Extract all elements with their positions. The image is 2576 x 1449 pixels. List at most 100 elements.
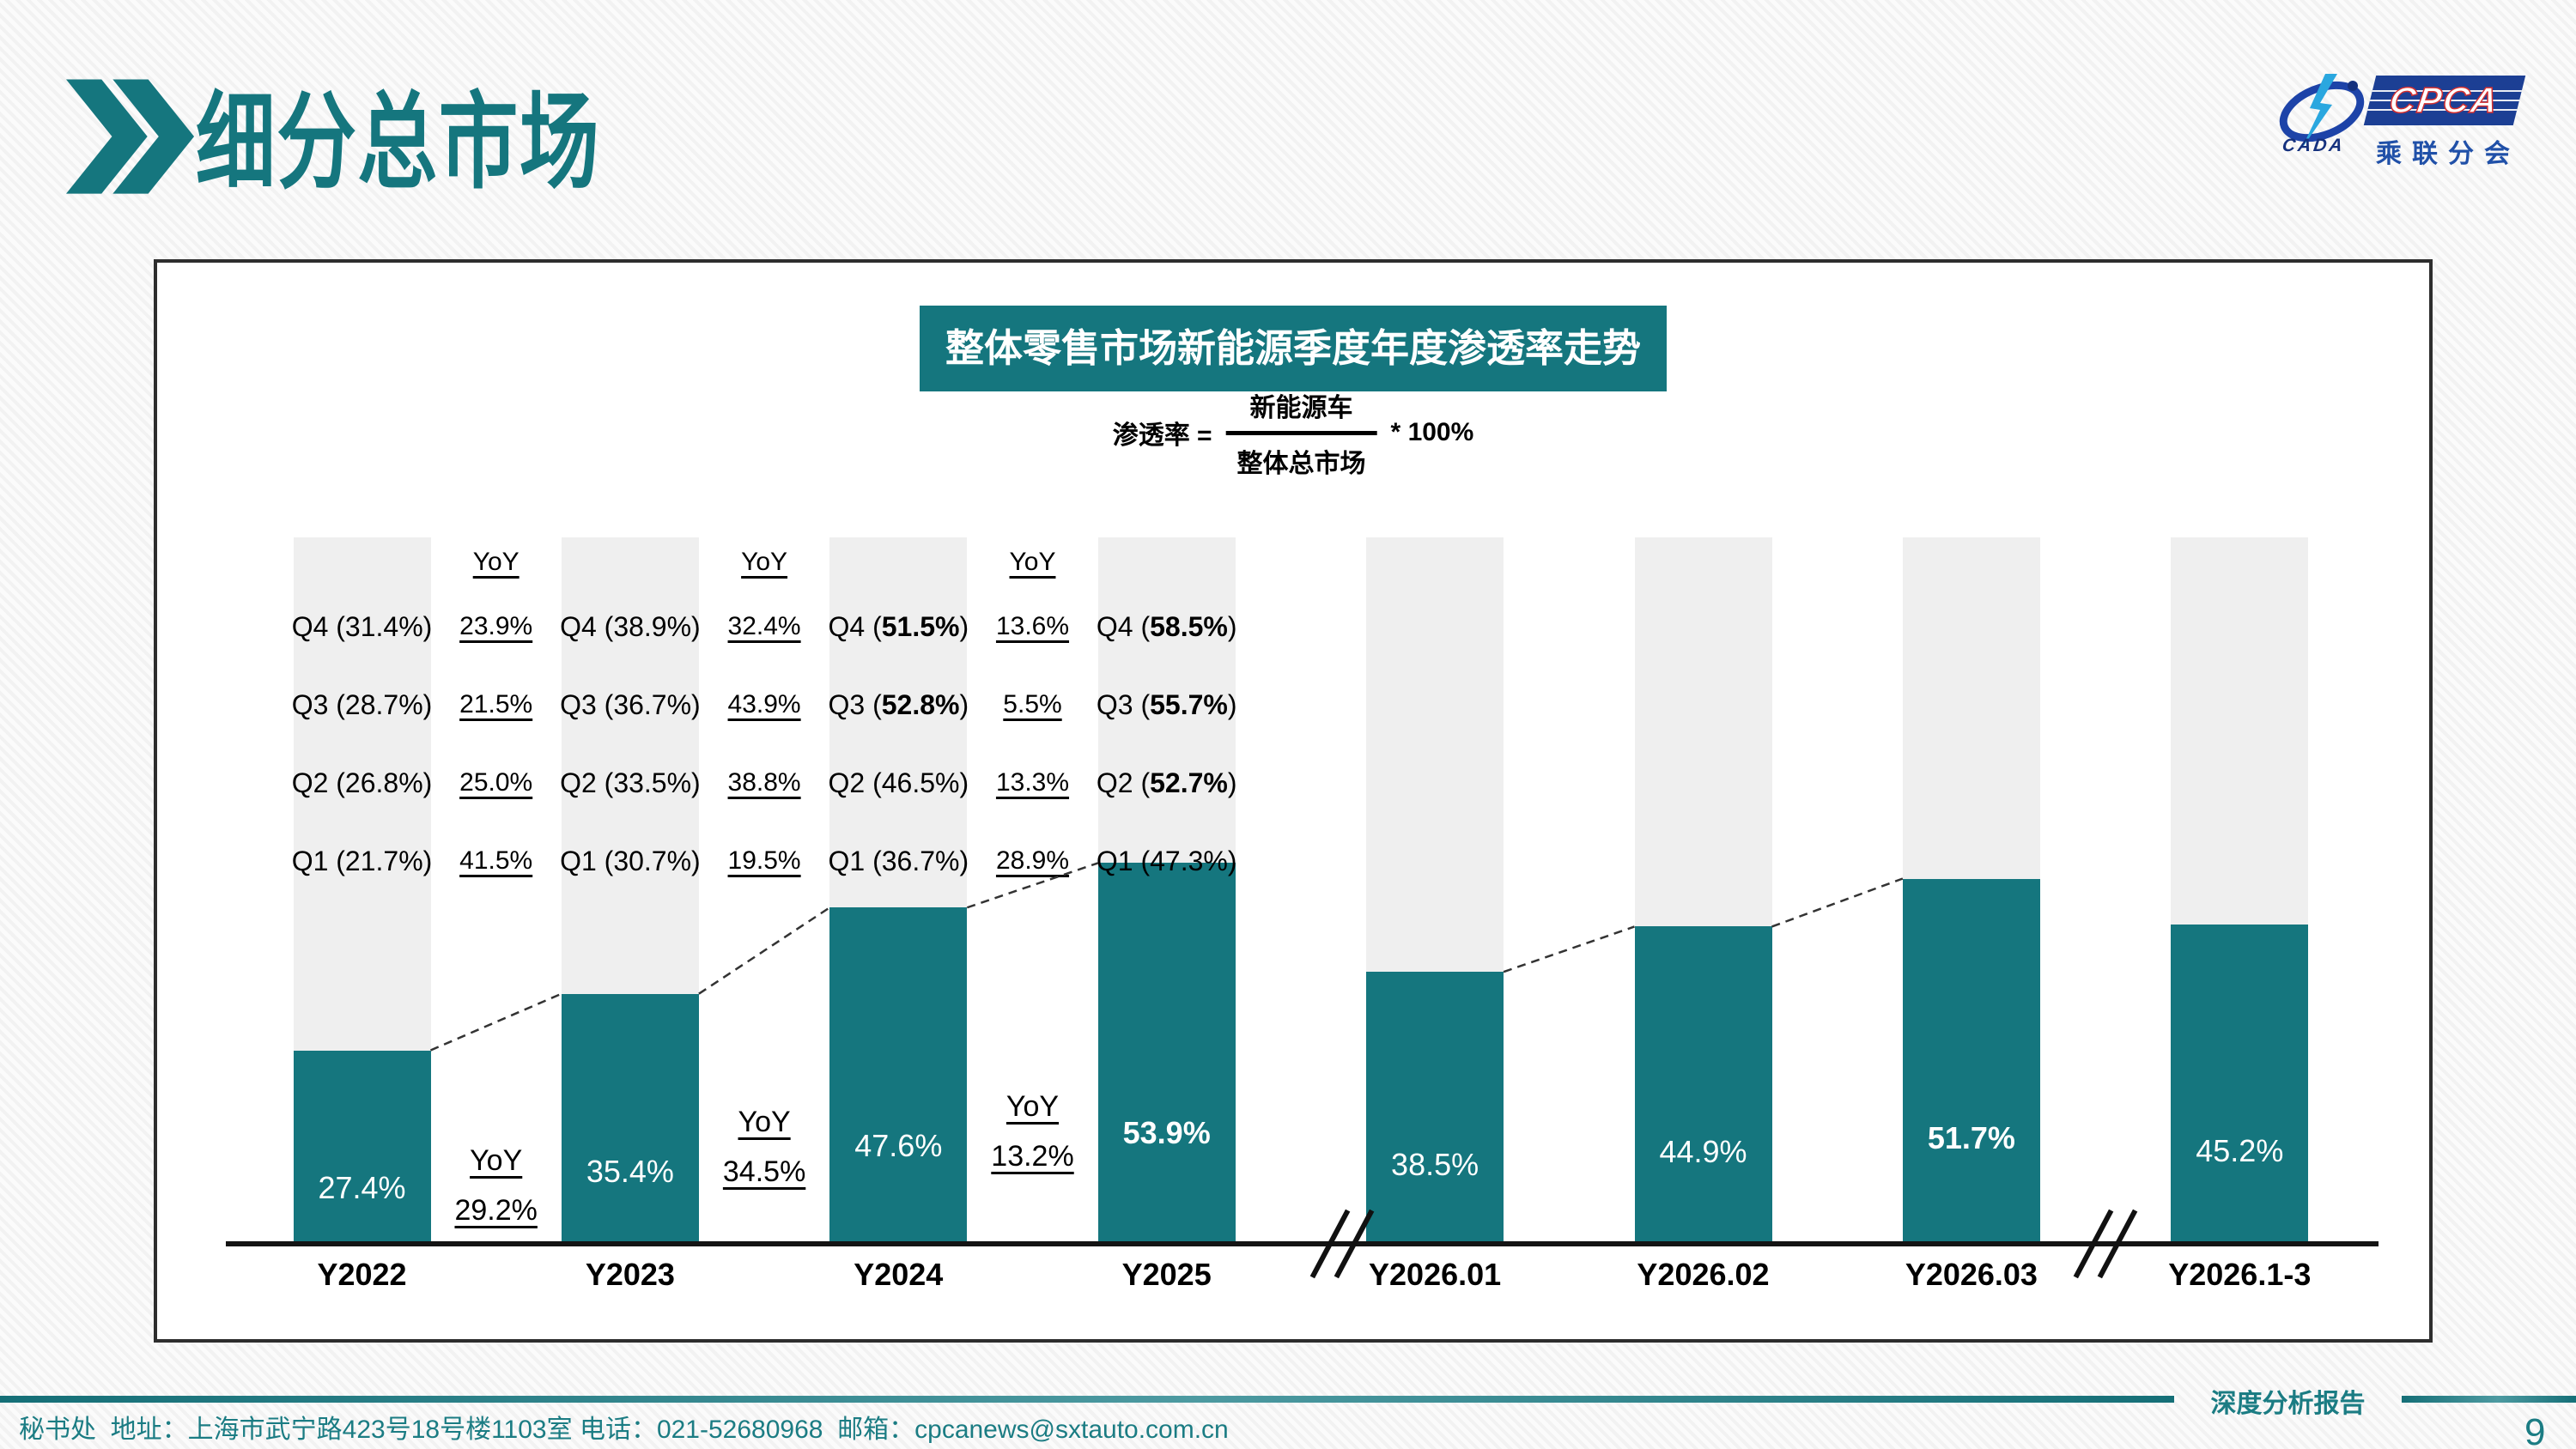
chart-title: 整体零售市场新能源季度年度渗透率走势 [919, 306, 1668, 391]
bar: 44.9% [1634, 926, 1772, 1244]
quarter-penetration-value: 58.5% [1150, 611, 1228, 642]
bar-value-label: 35.4% [586, 1153, 674, 1189]
quarter-penetration-value: 52.7% [1150, 767, 1228, 798]
annual-yoy-header: YoY [1005, 1090, 1060, 1123]
quarter-penetration-value: 51.5% [881, 611, 960, 642]
x-axis-label: Y2025 [1121, 1257, 1212, 1292]
quarter-yoy-value: 43.9% [727, 690, 801, 718]
quarter-penetration-value: 28.7% [344, 689, 423, 720]
bar: 53.9% [1097, 863, 1236, 1244]
double-chevron-icon [66, 79, 195, 194]
annual-yoy-value: 34.5% [722, 1155, 806, 1188]
quarter-annotation: Q3 (36.7%) [560, 689, 701, 720]
footer-contact: 秘书处 地址：上海市武宁路423号18号楼1103室 电话：021-526809… [19, 1416, 1229, 1444]
quarter-penetration-value: 46.5% [881, 767, 960, 798]
trend-dashed-line [430, 992, 562, 1052]
quarter-yoy-value: 25.0% [459, 768, 533, 797]
logo-subtitle: 乘联分会 [2376, 140, 2520, 168]
quarter-annotation: Q3 (55.7%) [1096, 689, 1237, 720]
quarter-yoy-value: 32.4% [727, 612, 801, 640]
x-axis-label: Y2026.01 [1369, 1257, 1502, 1292]
quarter-annotation: Q3 (28.7%) [291, 689, 433, 720]
quarter-penetration-value: 47.3% [1150, 846, 1228, 876]
quarter-yoy-value: 19.5% [727, 846, 801, 875]
quarter-annotation: Q1 (30.7%) [560, 846, 701, 876]
trend-dashed-line [1503, 925, 1635, 973]
quarter-annotation: Q2 (52.7%) [1096, 767, 1237, 798]
page-title: 细分总市场 [196, 83, 601, 201]
quarter-penetration-value: 36.7% [613, 689, 692, 720]
cpca-logo: CADA CPCA 乘联分会 [2277, 60, 2528, 168]
quarter-penetration-value: 55.7% [1150, 689, 1228, 720]
formula-numerator: 新能源车 [1225, 385, 1377, 435]
formula-fraction: 新能源车 整体总市场 [1225, 385, 1377, 480]
bar-value-label: 51.7% [1927, 1119, 2015, 1155]
bar: 45.2% [2171, 925, 2309, 1244]
quarter-annotation: Q4 (38.9%) [560, 611, 701, 642]
quarter-yoy-value: 23.9% [459, 612, 533, 640]
quarter-penetration-value: 21.7% [344, 846, 423, 876]
quarter-yoy-header: YoY [741, 548, 788, 576]
bar-value-label: 44.9% [1659, 1133, 1747, 1169]
formula-suffix: * 100% [1390, 417, 1474, 446]
footer-rule-left [0, 1396, 2174, 1403]
bar-value-label: 38.5% [1391, 1147, 1479, 1183]
trend-dashed-line [698, 906, 830, 995]
bar-value-label: 53.9% [1122, 1115, 1211, 1151]
bar-value-label: 47.6% [854, 1128, 943, 1164]
penetration-formula: 渗透率 = 新能源车 整体总市场 * 100% [1113, 385, 1474, 480]
quarter-yoy-value: 41.5% [459, 846, 533, 875]
quarter-penetration-value: 36.7% [881, 846, 960, 876]
annual-yoy-value: 29.2% [454, 1194, 538, 1227]
quarter-yoy-value: 5.5% [1003, 690, 1062, 718]
footer-rule-right [2402, 1396, 2576, 1403]
annual-yoy-label: YoY 13.2% [939, 1082, 1127, 1181]
quarter-penetration-value: 30.7% [613, 846, 692, 876]
quarter-penetration-value: 31.4% [344, 611, 423, 642]
x-axis-label: Y2022 [317, 1257, 407, 1292]
annual-yoy-value: 13.2% [991, 1140, 1074, 1173]
quarter-annotation: Q1 (21.7%) [291, 846, 433, 876]
bar: 47.6% [829, 907, 968, 1244]
annual-yoy-header: YoY [738, 1106, 791, 1138]
x-axis-label: Y2026.1-3 [2168, 1257, 2312, 1292]
page-number: 9 [2524, 1411, 2546, 1449]
formula-lhs: 渗透率 = [1112, 421, 1212, 450]
cada-label: CADA [2281, 136, 2347, 155]
x-axis-label: Y2026.02 [1637, 1257, 1770, 1292]
quarter-yoy-header: YoY [472, 548, 519, 576]
quarter-annotation: Q4 (51.5%) [828, 611, 969, 642]
annual-yoy-label: YoY 29.2% [402, 1136, 591, 1235]
quarter-penetration-value: 26.8% [344, 767, 423, 798]
quarter-yoy-value: 28.9% [995, 846, 1070, 875]
quarter-annotation: Q1 (47.3%) [1096, 846, 1237, 876]
bar-chart-plot-area: 27.4% Y2022 35.4% Y2023 47.6% Y2024 53.9% Y2025… [226, 537, 2379, 1292]
quarter-penetration-value: 52.8% [881, 689, 960, 720]
bar: 38.5% [1366, 972, 1504, 1244]
quarter-yoy-value: 38.8% [727, 768, 801, 797]
x-axis-label: Y2026.03 [1905, 1257, 2038, 1292]
formula-denominator: 整体总市场 [1236, 450, 1366, 478]
quarter-annotation: Q4 (31.4%) [291, 611, 433, 642]
quarter-annotation: Q4 (58.5%) [1096, 611, 1237, 642]
cpca-label: CPCA [2386, 79, 2502, 121]
quarter-annotation: Q2 (46.5%) [828, 767, 969, 798]
trend-dashed-line [1771, 877, 1904, 928]
logo-swoosh-icon [2279, 74, 2365, 149]
bar-value-label: 27.4% [318, 1169, 406, 1205]
quarter-yoy-value: 13.6% [995, 612, 1070, 640]
bar: 27.4% [293, 1050, 431, 1244]
quarter-yoy-value: 13.3% [995, 768, 1070, 797]
x-axis-label: Y2024 [854, 1257, 944, 1292]
quarter-annotation: Q2 (33.5%) [560, 767, 701, 798]
quarter-penetration-value: 38.9% [613, 611, 692, 642]
x-axis-line [226, 1241, 2379, 1246]
chart-panel: 整体零售市场新能源季度年度渗透率走势 渗透率 = 新能源车 整体总市场 * 10… [154, 259, 2433, 1343]
quarter-annotation: Q2 (26.8%) [291, 767, 433, 798]
bar-value-label: 45.2% [2196, 1133, 2284, 1169]
x-axis-label: Y2023 [585, 1257, 675, 1292]
quarter-annotation: Q1 (36.7%) [828, 846, 969, 876]
quarter-annotation: Q3 (52.8%) [828, 689, 969, 720]
quarter-yoy-header: YoY [1009, 548, 1056, 576]
